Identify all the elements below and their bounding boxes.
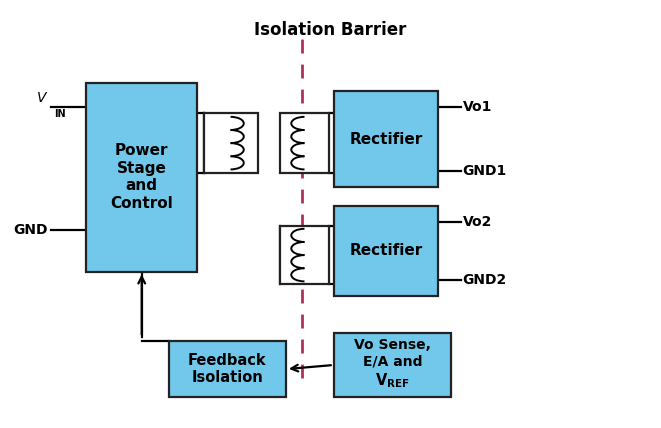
Text: IN: IN — [54, 109, 66, 119]
Text: GND: GND — [14, 223, 48, 238]
Text: Feedback
Isolation: Feedback Isolation — [188, 353, 266, 385]
Text: Power
Stage
and
Control: Power Stage and Control — [110, 143, 173, 211]
Text: Isolation Barrier: Isolation Barrier — [254, 21, 407, 39]
Text: $V$: $V$ — [36, 91, 48, 105]
Bar — [334, 91, 438, 187]
Text: Vo Sense,
E/A and: Vo Sense, E/A and — [354, 339, 431, 369]
Text: GND1: GND1 — [463, 164, 507, 178]
Bar — [334, 333, 451, 397]
Text: Rectifier: Rectifier — [350, 131, 422, 146]
Bar — [280, 113, 329, 173]
Text: Vo2: Vo2 — [463, 215, 492, 229]
Text: Rectifier: Rectifier — [350, 244, 422, 259]
Bar — [280, 226, 329, 284]
Bar — [334, 206, 438, 296]
Bar — [204, 113, 258, 173]
Text: $\mathbf{V_{REF}}$: $\mathbf{V_{REF}}$ — [375, 371, 410, 390]
Text: Vo1: Vo1 — [463, 100, 492, 114]
Bar — [86, 83, 197, 271]
Text: GND2: GND2 — [463, 273, 507, 287]
Bar — [169, 342, 286, 397]
